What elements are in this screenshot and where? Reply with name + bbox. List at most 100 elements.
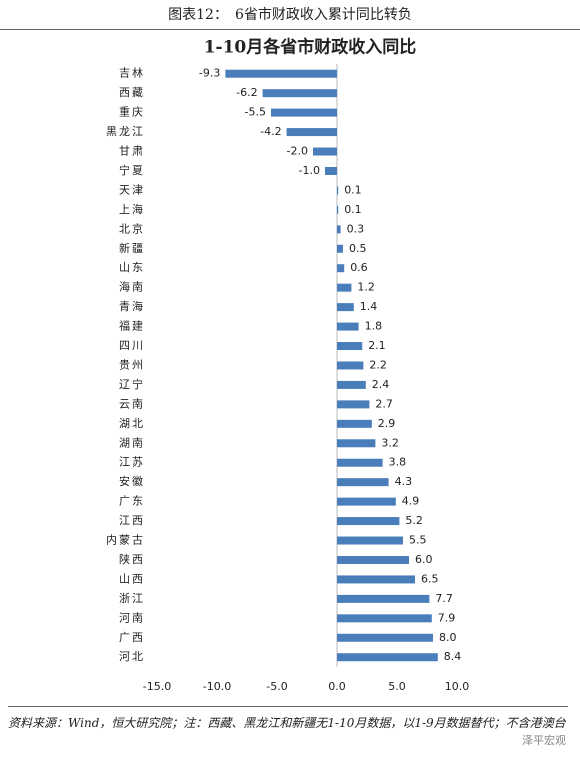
x-tick-label: -10.0 — [203, 680, 231, 693]
y-tick-label: 福建 — [119, 319, 145, 333]
value-label: -1.0 — [299, 164, 320, 177]
value-label: 0.3 — [347, 222, 365, 235]
y-tick-label: 湖北 — [119, 417, 145, 430]
y-tick-label: 北京 — [119, 221, 145, 235]
y-tick-label: 宁夏 — [119, 163, 145, 177]
y-tick-label: 浙江 — [119, 592, 145, 605]
y-tick-label: 四川 — [119, 339, 145, 352]
bar — [286, 128, 337, 137]
bar — [337, 244, 343, 253]
source-note: 资料来源：Wind，恒大研究院；注：西藏、黑龙江和新疆无1-10月数据，以1-9… — [8, 706, 568, 735]
x-tick-label: 0.0 — [328, 680, 346, 693]
value-label: 1.2 — [357, 281, 375, 294]
value-label: -2.0 — [287, 145, 308, 158]
bar — [337, 186, 339, 195]
header-title: 图表12： 6省市财政收入累计同比转负 — [0, 0, 580, 30]
value-label: 0.1 — [344, 183, 362, 196]
y-tick-label: 江苏 — [119, 456, 145, 469]
bar — [337, 225, 341, 234]
value-label: 2.1 — [368, 339, 386, 352]
bar — [337, 517, 400, 526]
y-tick-label: 云南 — [119, 397, 145, 410]
value-label: 7.9 — [438, 611, 456, 624]
y-tick-label: 山东 — [119, 261, 145, 274]
bar — [337, 400, 370, 409]
value-label: -5.5 — [245, 106, 266, 119]
chart: 1-10月各省市财政收入同比 -15.0 -10.0 -5.0 0.0 5.0 10.0 吉… — [106, 37, 470, 693]
bar — [337, 536, 403, 545]
bar — [262, 89, 337, 98]
bar — [271, 108, 337, 117]
y-tick-label: 广东 — [119, 495, 145, 508]
bar — [313, 147, 337, 156]
bar — [337, 419, 372, 428]
y-tick-label: 甘肃 — [119, 145, 145, 158]
y-tick-label: 上海 — [119, 202, 145, 216]
x-tick-label: 5.0 — [388, 680, 406, 693]
bar — [337, 497, 396, 506]
bar — [337, 303, 354, 312]
value-label: 0.5 — [349, 242, 367, 255]
bar — [337, 458, 383, 467]
value-label: 3.8 — [389, 456, 407, 469]
value-label: 3.2 — [381, 436, 399, 449]
y-tick-label: 安徽 — [119, 474, 145, 488]
y-tick-label: 新疆 — [119, 241, 145, 255]
value-label: 5.5 — [409, 534, 427, 547]
watermark: 泽平宏观 — [522, 734, 566, 747]
bar — [337, 478, 389, 487]
value-label: 2.4 — [372, 378, 390, 391]
value-label: 5.2 — [405, 514, 423, 527]
value-label: 6.0 — [415, 553, 433, 566]
value-label: 6.5 — [421, 572, 439, 585]
y-tick-label: 吉林 — [119, 66, 145, 80]
y-tick-label: 西藏 — [119, 86, 145, 99]
value-label: 0.1 — [344, 203, 362, 216]
bar — [225, 69, 337, 78]
value-label: 7.7 — [435, 592, 453, 605]
y-tick-label: 重庆 — [119, 105, 145, 119]
bar — [337, 264, 345, 273]
y-tick-label: 河南 — [119, 611, 145, 624]
x-tick-label: 10.0 — [445, 680, 470, 693]
y-tick-label: 辽宁 — [119, 377, 145, 391]
bar — [337, 653, 438, 662]
y-tick-label: 湖南 — [119, 436, 145, 449]
bar — [337, 633, 433, 642]
value-label: 4.3 — [395, 475, 413, 488]
y-tick-label: 江西 — [119, 514, 145, 527]
y-tick-label: 天津 — [119, 183, 145, 196]
bar — [325, 166, 337, 175]
value-label: -9.3 — [199, 67, 220, 80]
x-tick-label: -15.0 — [143, 680, 171, 693]
x-tick-label: -5.0 — [266, 680, 287, 693]
value-label: 0.6 — [350, 261, 368, 274]
y-tick-label: 贵州 — [119, 358, 145, 371]
value-label: 8.4 — [444, 650, 462, 663]
y-tick-label: 黑龙江 — [106, 125, 145, 138]
y-tick-label: 河北 — [119, 650, 145, 663]
y-tick-label: 内蒙古 — [106, 533, 145, 547]
bar — [337, 575, 415, 584]
bar — [337, 555, 409, 564]
bar — [337, 439, 376, 448]
bar — [337, 322, 359, 331]
value-label: 8.0 — [439, 631, 457, 644]
bar — [337, 205, 339, 214]
bar — [337, 283, 352, 292]
bar — [337, 614, 432, 623]
value-label: 1.8 — [365, 320, 383, 333]
value-label: 1.4 — [360, 300, 378, 313]
y-tick-label: 山西 — [119, 572, 145, 585]
value-label: -6.2 — [236, 86, 257, 99]
bar — [337, 594, 430, 603]
chart-title: 1-10月各省市财政收入同比 — [204, 37, 417, 58]
bar — [337, 342, 363, 351]
value-label: 2.2 — [369, 358, 387, 371]
bar — [337, 361, 364, 370]
value-label: 4.9 — [402, 495, 420, 508]
value-label: 2.7 — [375, 397, 393, 410]
y-tick-label: 青海 — [119, 299, 145, 313]
bar — [337, 380, 366, 389]
